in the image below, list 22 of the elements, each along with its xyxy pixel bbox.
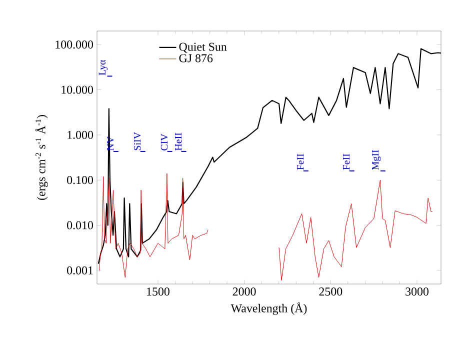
y-tick-label: 0.001 [67,266,93,274]
x-tick-label: 2000 [232,288,256,296]
legend-label: GJ 876 [179,54,213,62]
annotation: SiIV [134,132,141,150]
annotation: CIV [160,134,168,150]
y-tick-label: 100.000 [56,40,94,49]
y-tick-label: 1.000 [68,130,94,139]
y-tick-label: 0.100 [67,176,94,184]
y-tick-label: 10.000 [62,86,94,94]
x-tick-label: 3000 [406,288,428,296]
annotation: MgII [372,150,381,170]
annotation: FeII [343,154,350,170]
y-tick-label: 0.010 [67,221,94,230]
x-axis-title: Wavelength (Å) [230,302,307,315]
annotation: NV [107,136,114,150]
x-tick-label: 1500 [147,288,170,296]
annotation: Lyα [98,60,108,76]
annotation: HeII [174,132,182,150]
legend-label: Quiet Sun [179,42,227,53]
annotation: FeII [297,154,304,170]
y-axis-title: (ergs cm$^{-2}$ s$^{-1}$ Å$^{-1}$) [35,115,48,200]
x-tick-label: 2500 [319,288,342,296]
